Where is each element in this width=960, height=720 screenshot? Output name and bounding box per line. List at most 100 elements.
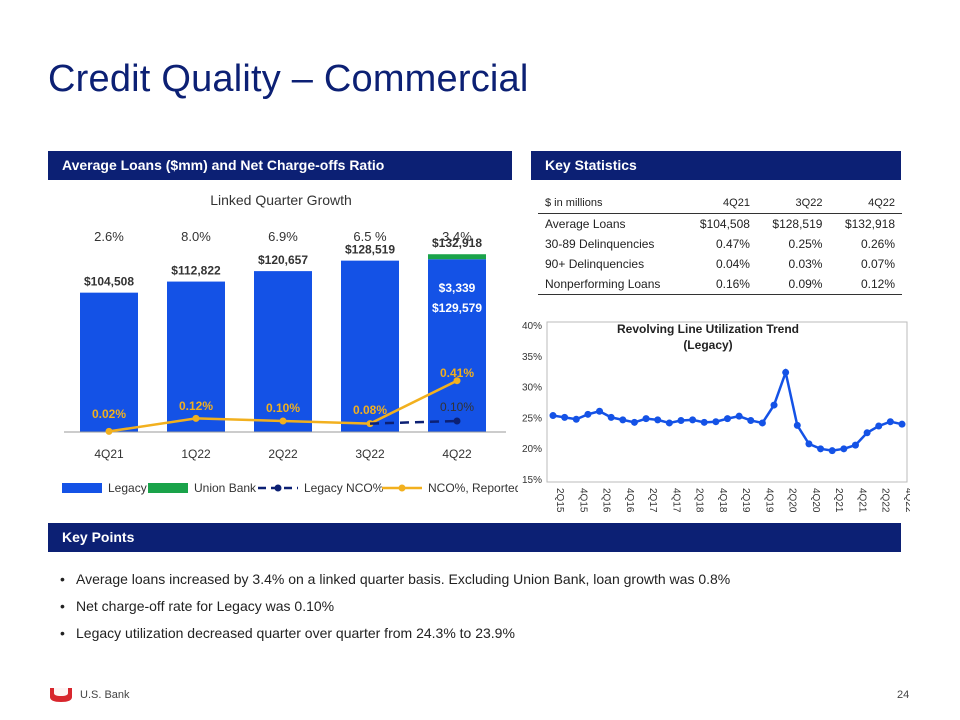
- growth-label: 8.0%: [181, 229, 211, 244]
- section-header-average-loans: Average Loans ($mm) and Net Charge-offs …: [48, 151, 512, 180]
- nco-reported-point: [279, 417, 287, 425]
- utilization-point: [840, 445, 848, 453]
- table-row: 90+ Delinquencies 0.04% 0.03% 0.07%: [538, 254, 902, 274]
- x-tick-label: 4Q19: [763, 488, 774, 513]
- utilization-point: [898, 420, 906, 428]
- utilization-point: [747, 416, 755, 424]
- utilization-point: [735, 412, 743, 420]
- utilization-point: [863, 429, 871, 437]
- x-tick-label: 4Q17: [670, 488, 681, 513]
- table-cell: 0.03%: [788, 256, 823, 271]
- bar-total-label: $104,508: [84, 275, 134, 289]
- table-cell: 0.47%: [715, 236, 750, 251]
- header-cell: 3Q22: [756, 193, 830, 214]
- bar-legacy: [254, 271, 312, 432]
- y-tick-label: 25%: [522, 413, 542, 424]
- x-tick-label: 4Q20: [810, 488, 821, 513]
- chart-title: Linked Quarter Growth: [210, 192, 352, 208]
- x-tick-label: 1Q22: [181, 447, 211, 461]
- average-loans-chart: Linked Quarter Growth 2.6% 8.0% 6.9% 6.5 % 3.…: [62, 192, 518, 495]
- table-row: Average Loans $104,508 $128,519 $132,918: [538, 213, 902, 234]
- key-points-list: Average loans increased by 3.4% on a lin…: [60, 571, 730, 652]
- section-header-key-points: Key Points: [48, 523, 901, 552]
- utilization-point: [758, 419, 766, 427]
- utilization-point: [817, 445, 825, 453]
- growth-label: 3.4%: [442, 229, 472, 244]
- legend-union-bank-swatch: [148, 483, 188, 493]
- table-cell: 0.26%: [860, 236, 895, 251]
- x-tick-label: 2Q21: [833, 488, 844, 513]
- bar-total-label: $112,822: [171, 264, 221, 278]
- table-cell: 0.04%: [715, 256, 750, 271]
- utilization-point: [851, 441, 859, 449]
- plot-area-border: [546, 321, 908, 483]
- page-title: Credit Quality – Commercial: [48, 58, 529, 100]
- table-cell: 90+ Delinquencies: [545, 256, 645, 271]
- utilization-point: [677, 416, 685, 424]
- y-tick-label: 20%: [522, 444, 542, 455]
- x-tick-label: 2Q18: [694, 488, 705, 513]
- bar-legacy: [341, 260, 399, 432]
- table-cell: 0.07%: [860, 256, 895, 271]
- utilization-point: [712, 418, 720, 426]
- header-cell: 4Q21: [684, 193, 757, 214]
- table-cell: Average Loans: [545, 216, 626, 231]
- x-tick-label: 4Q21: [856, 488, 867, 513]
- x-tick-label: 4Q22: [442, 447, 472, 461]
- utilization-chart-title: Revolving Line Utilization Trend: [617, 322, 799, 336]
- utilization-point: [793, 421, 801, 429]
- utilization-point: [875, 422, 883, 430]
- bar-union-bank: [428, 254, 486, 260]
- table-cell: 0.25%: [788, 236, 823, 251]
- utilization-point: [642, 415, 650, 423]
- utilization-point: [572, 415, 580, 423]
- utilization-point: [630, 418, 638, 426]
- utilization-chart-subtitle: (Legacy): [683, 338, 732, 352]
- utilization-point: [561, 413, 569, 421]
- section-header-key-statistics: Key Statistics: [531, 151, 901, 180]
- utilization-point: [700, 418, 708, 426]
- legacy-value-label: $129,579: [432, 301, 482, 315]
- x-tick-label: 2Q16: [601, 488, 612, 513]
- header-cell: 4Q22: [829, 193, 902, 214]
- nco-reported-point: [105, 427, 113, 435]
- bar-legacy: [167, 281, 225, 432]
- bar-legacy: [428, 259, 486, 432]
- nco-reported-label: 0.10%: [266, 401, 300, 415]
- nco-reported-label: 0.12%: [179, 399, 213, 413]
- utilization-point: [805, 440, 813, 448]
- us-bank-logo-icon: [50, 688, 72, 702]
- utilization-point: [619, 416, 627, 424]
- page-number: 24: [897, 689, 910, 701]
- y-tick-label: 40%: [522, 321, 542, 332]
- x-tick-label: 3Q22: [355, 447, 385, 461]
- x-tick-label: 4Q16: [624, 488, 635, 513]
- y-tick-label: 30%: [522, 383, 542, 394]
- nco-reported-label: 0.08%: [353, 403, 387, 417]
- key-point-item: Legacy utilization decreased quarter ove…: [60, 625, 730, 641]
- x-tick-label: 4Q15: [577, 488, 588, 513]
- x-tick-label: 2Q17: [647, 488, 658, 513]
- nco-reported-point: [192, 414, 200, 422]
- table-cell: 0.16%: [684, 273, 757, 295]
- utilization-point: [596, 407, 604, 415]
- legend-union-bank-label: Union Bank: [194, 481, 257, 495]
- x-tick-label: 2Q20: [787, 488, 798, 513]
- legacy-nco-point: [453, 417, 461, 425]
- x-tick-label: 2Q22: [880, 488, 891, 513]
- legend-nco-reported-label: NCO%, Reported: [428, 481, 518, 495]
- utilization-trend-chart: 40% 35% 30% 25% 20% 15% Revolving Line Utiliza…: [522, 321, 910, 513]
- utilization-line: [552, 367, 903, 452]
- bar-legacy: [80, 292, 138, 432]
- legend-legacy-nco-label: Legacy NCO%: [304, 481, 384, 495]
- growth-label: 6.5 %: [353, 229, 387, 244]
- y-tick-label: 15%: [522, 475, 542, 486]
- x-tick-label: 2Q15: [554, 488, 565, 513]
- utilization-point: [770, 401, 778, 409]
- legend-legacy-label: Legacy: [108, 481, 147, 495]
- x-tick-label: 4Q21: [94, 447, 124, 461]
- x-tick-label: 2Q22: [268, 447, 298, 461]
- bar-total-label: $132,918: [432, 236, 482, 250]
- utilization-point: [689, 416, 697, 424]
- legend-legacy-swatch: [62, 483, 102, 493]
